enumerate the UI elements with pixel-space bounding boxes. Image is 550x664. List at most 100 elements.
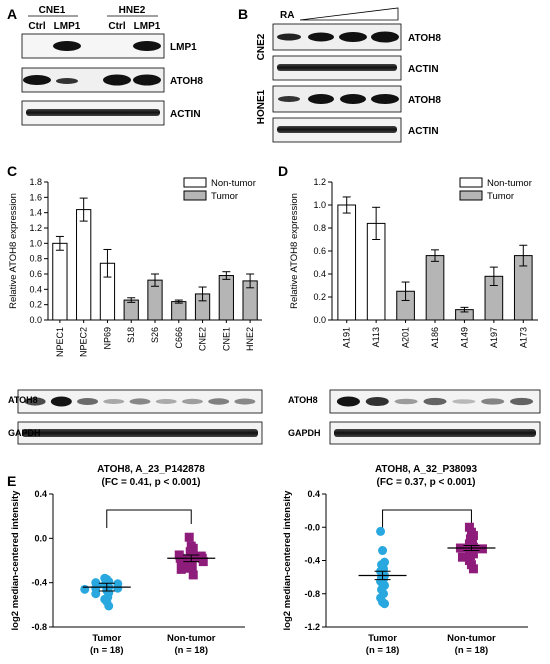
y-tick-label: 0.0	[34, 533, 47, 543]
chart-subtitle: (FC = 0.37, p < 0.001)	[377, 477, 476, 488]
bar	[425, 255, 445, 321]
band	[510, 397, 534, 406]
band	[155, 399, 177, 404]
band	[50, 396, 72, 407]
data-point-tumor	[104, 601, 114, 611]
band	[56, 78, 78, 84]
x-category-label: Tumor	[368, 633, 397, 644]
y-tick-label: 0.8	[29, 254, 42, 264]
x-category-label: Non-tumor	[447, 633, 496, 644]
band	[336, 396, 360, 407]
y-tick-label: 1.0	[29, 238, 42, 248]
legend-label-tumor: Tumor	[487, 191, 514, 202]
y-tick-label: -0.8	[304, 589, 320, 599]
significance-bracket	[382, 509, 472, 528]
data-point-tumor	[91, 589, 101, 599]
band	[277, 33, 301, 41]
bar	[123, 299, 139, 321]
group-label-hne2: HNE2	[119, 5, 146, 16]
blot-label-d-1: ATOH8	[288, 395, 318, 405]
band	[371, 31, 399, 43]
y-tick-label: 0.4	[29, 284, 42, 294]
band	[133, 74, 161, 86]
data-point-non-tumor	[457, 552, 467, 562]
y-tick-label: 0.4	[34, 489, 47, 499]
band	[133, 41, 161, 51]
band	[423, 397, 447, 406]
panel-letter-a: A	[7, 6, 17, 22]
band	[208, 398, 230, 405]
blot-label-b-3: ATOH8	[408, 95, 441, 106]
band	[26, 109, 160, 116]
x-category-label: Non-tumor	[167, 633, 216, 644]
blot-label-b-2: ACTIN	[408, 64, 439, 75]
panel-c: C 0.0 0.2 0.4 0.6 0.8 1.0 1.2 1.4 1.6 1.8 Relative…	[7, 163, 263, 445]
band	[24, 397, 46, 406]
y-tick-label: 1.0	[313, 200, 326, 210]
group-label-cne1: CNE1	[39, 5, 66, 16]
x-tick-label: NPEC2	[79, 327, 89, 357]
data-point-non-tumor	[468, 564, 478, 574]
blot-label-d-2: GAPDH	[288, 428, 321, 438]
band	[181, 398, 203, 405]
ra-gradient-wedge	[299, 7, 399, 21]
band	[481, 398, 505, 405]
band	[129, 398, 151, 405]
data-point-tumor	[378, 546, 388, 556]
y-axis-label: log2 median-centered intensity	[10, 490, 21, 631]
legend-swatch-tumor	[459, 190, 483, 201]
band	[277, 126, 397, 133]
panel-letter-c: C	[7, 163, 17, 179]
y-tick-label: -0.4	[304, 556, 320, 566]
x-tick-label: A149	[459, 327, 469, 348]
legend-label-tumor: Tumor	[211, 191, 238, 202]
data-point-tumor	[380, 599, 390, 609]
data-point-tumor	[80, 584, 90, 594]
blot-label-c-1: ATOH8	[8, 395, 38, 405]
band	[308, 94, 334, 104]
blot-d-atoh8-bands	[336, 396, 534, 407]
cell-line-label-hone1: HONE1	[256, 89, 267, 124]
data-point-tumor	[376, 526, 386, 536]
blot-label-b-4: ACTIN	[408, 126, 439, 137]
band	[103, 398, 125, 405]
treatment-label-ra: RA	[280, 10, 294, 21]
x-tick-label: CNE1	[221, 327, 231, 351]
x-category-count: (n = 18)	[366, 645, 400, 656]
chart-title: ATOH8, A_32_P38093	[375, 464, 478, 475]
y-tick-label: 0.6	[313, 246, 326, 256]
panel-letter-e: E	[7, 473, 16, 489]
legend-swatch-non-tumor	[459, 177, 483, 188]
bar-chart-c: 0.0 0.2 0.4 0.6 0.8 1.0 1.2 1.4 1.6 1.8 Relative A…	[8, 177, 262, 357]
data-point-non-tumor	[198, 557, 208, 567]
blot-label-c-2: GAPDH	[8, 428, 41, 438]
legend-swatch-non-tumor	[183, 177, 207, 188]
data-point-non-tumor	[477, 544, 487, 554]
y-tick-label: 1.6	[29, 192, 42, 202]
x-category-count: (n = 18)	[455, 645, 489, 656]
panel-d: D 0.0 0.2 0.4 0.6 0.8 1.0 1.2 Relative ATOH8 ex…	[278, 163, 541, 445]
data-point-tumor	[113, 583, 123, 593]
blot-label-a-1: LMP1	[170, 42, 197, 53]
band	[53, 41, 81, 51]
band	[308, 32, 334, 42]
lane-label-3: Ctrl	[108, 21, 125, 32]
chart-subtitle: (FC = 0.41, p < 0.001)	[102, 477, 201, 488]
x-tick-label: S26	[150, 327, 160, 343]
y-tick-label: 0.6	[29, 269, 42, 279]
data-point-non-tumor	[464, 522, 474, 532]
scatter-chart-e2: ATOH8, A_32_P38093 (FC = 0.37, p < 0.001)…	[282, 464, 528, 656]
band	[339, 32, 367, 42]
legend-swatch-tumor	[183, 190, 207, 201]
x-tick-label: A191	[342, 327, 352, 348]
x-category-count: (n = 18)	[90, 645, 124, 656]
lane-label-4: LMP1	[134, 21, 161, 32]
bar	[52, 242, 68, 321]
y-tick-label: 1.4	[29, 208, 42, 218]
x-tick-label: A201	[401, 327, 411, 348]
blot-label-b-1: ATOH8	[408, 33, 441, 44]
x-tick-label: C666	[174, 327, 184, 349]
bar-chart-d: 0.0 0.2 0.4 0.6 0.8 1.0 1.2 Relative ATOH8 expr…	[289, 177, 538, 348]
x-tick-label: S18	[126, 327, 136, 343]
